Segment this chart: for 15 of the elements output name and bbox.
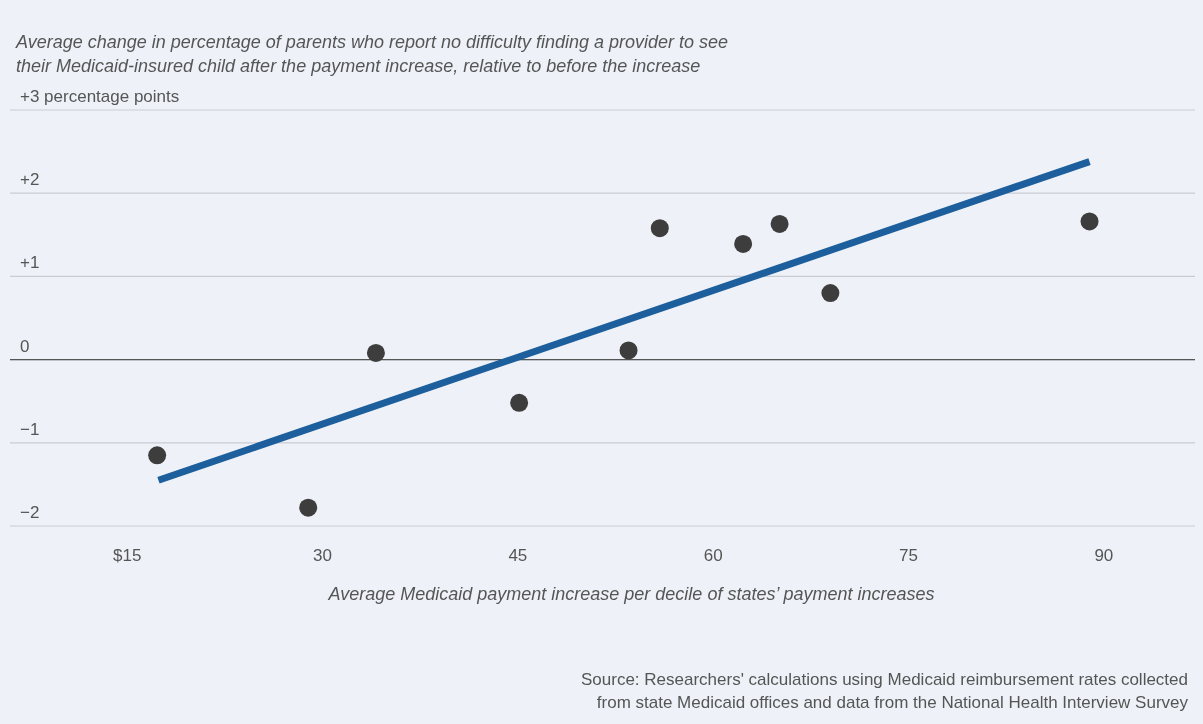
y-tick-label: +1 [20,253,40,273]
source-note: Source: Researchers' calculations using Medicaid reimbursement rates collected from state Medicaid offices and data from the National Health Interview Survey [580,669,1188,714]
y-tick-label: −2 [20,503,40,522]
x-axis-title: Average Medicaid payment increase per decile of states’ payment increases [327,584,936,605]
y-tick-label: 0 [20,336,30,356]
x-tick-label: 45 [508,546,528,565]
x-tick-label: $15 [113,546,142,565]
x-tick-label: 30 [313,546,332,565]
y-tick-label: −1 [20,419,40,439]
y-tick-label: +2 [20,170,40,190]
chart-title: Average change in percentage of parents who report no difficulty finding a provider to see their Medicaid-insured child after the payment increase, relative to before the increase [16,31,729,78]
y-tick-label: +3 percentage points [20,87,180,106]
x-tick-label: 60 [703,546,723,565]
x-tick-label: 75 [899,546,918,565]
x-tick-label: 90 [1094,546,1114,565]
